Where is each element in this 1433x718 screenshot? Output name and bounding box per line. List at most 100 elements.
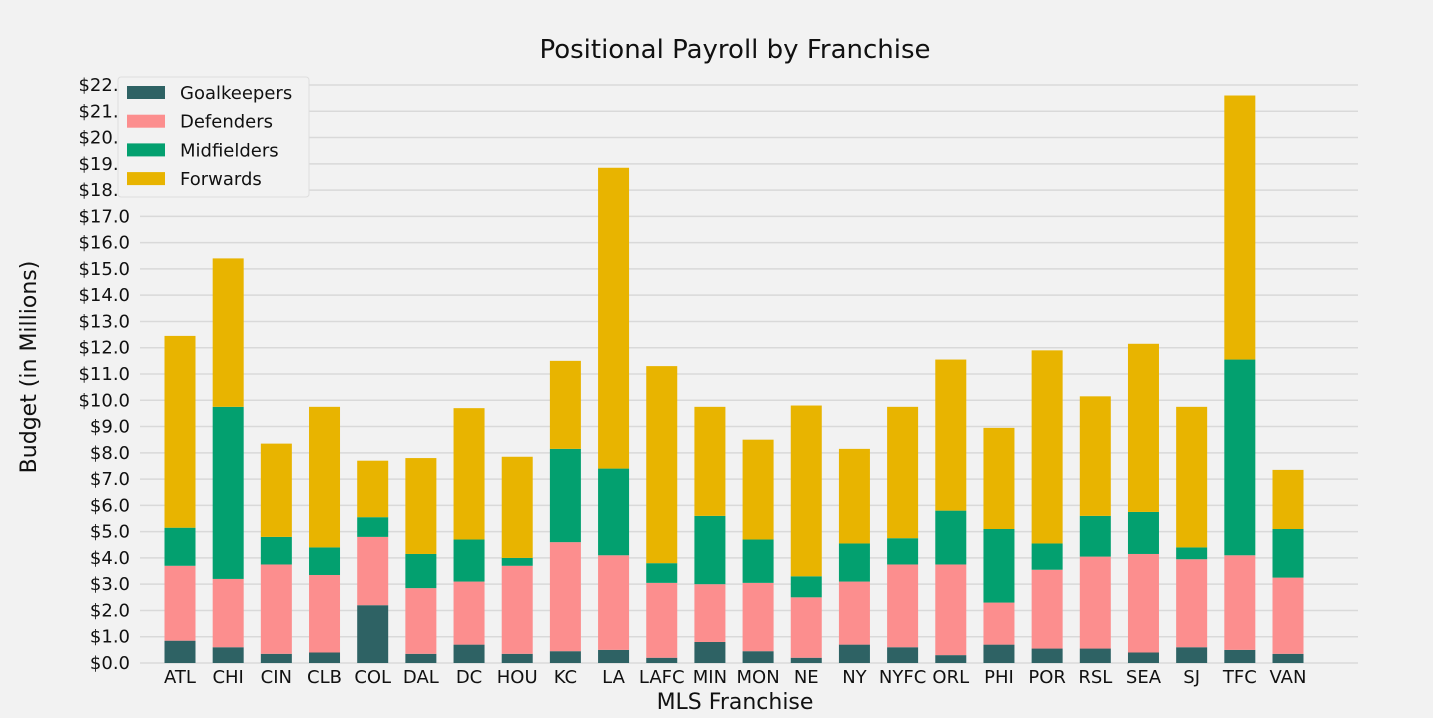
bar-midfielders-orl bbox=[935, 510, 967, 565]
y-axis-label: Budget (in Millions) bbox=[17, 261, 42, 474]
bar-forwards-lafc bbox=[646, 366, 678, 564]
bar-defenders-clb bbox=[309, 574, 341, 653]
bar-goalkeepers-atl bbox=[164, 640, 196, 663]
bar-forwards-dal bbox=[405, 458, 437, 554]
bar-goalkeepers-min bbox=[694, 641, 726, 663]
bar-midfielders-clb bbox=[309, 547, 341, 575]
bar-midfielders-ne bbox=[790, 576, 822, 598]
bar-defenders-nyfc bbox=[887, 564, 919, 648]
x-tick-label: TFC bbox=[1222, 667, 1257, 688]
bar-midfielders-atl bbox=[164, 527, 196, 566]
y-tick-label: $10.0 bbox=[78, 390, 130, 411]
x-tick-label: MIN bbox=[693, 667, 727, 688]
y-tick-label: $3.0 bbox=[90, 574, 130, 595]
bar-midfielders-rsl bbox=[1079, 515, 1111, 557]
bar-forwards-col bbox=[357, 460, 389, 518]
bar-defenders-sea bbox=[1127, 553, 1159, 653]
y-tick-label: $15.0 bbox=[78, 259, 130, 280]
bar-midfielders-chi bbox=[212, 406, 244, 579]
y-tick-label: $13.0 bbox=[78, 311, 130, 332]
bar-midfielders-kc bbox=[549, 448, 581, 543]
y-tick-label: $4.0 bbox=[90, 548, 130, 569]
bar-forwards-dc bbox=[453, 408, 485, 540]
bar-midfielders-mon bbox=[742, 539, 774, 583]
bar-forwards-por bbox=[1031, 350, 1063, 544]
bar-midfielders-phi bbox=[983, 529, 1015, 603]
bar-forwards-ne bbox=[790, 405, 822, 577]
x-tick-label: SEA bbox=[1126, 667, 1162, 688]
bar-forwards-hou bbox=[501, 456, 533, 558]
x-tick-label: POR bbox=[1028, 667, 1066, 688]
y-tick-label: $2.0 bbox=[90, 600, 130, 621]
x-tick-label: CLB bbox=[307, 667, 342, 688]
bar-midfielders-sea bbox=[1127, 511, 1159, 554]
bar-defenders-por bbox=[1031, 569, 1063, 649]
x-tick-label: DAL bbox=[403, 667, 439, 688]
bar-midfielders-dal bbox=[405, 553, 437, 589]
bar-forwards-mon bbox=[742, 439, 774, 540]
x-tick-label: HOU bbox=[497, 667, 538, 688]
x-tick-label: NE bbox=[794, 667, 819, 688]
bar-defenders-atl bbox=[164, 565, 196, 641]
bar-defenders-dc bbox=[453, 581, 485, 645]
bar-defenders-hou bbox=[501, 565, 533, 654]
bar-forwards-sea bbox=[1127, 343, 1159, 512]
bar-goalkeepers-lafc bbox=[646, 657, 678, 663]
legend-swatch-midfielders bbox=[127, 143, 165, 157]
bar-goalkeepers-sea bbox=[1127, 652, 1159, 663]
bar-forwards-rsl bbox=[1079, 396, 1111, 516]
bar-defenders-la bbox=[598, 555, 630, 650]
bar-defenders-kc bbox=[549, 542, 581, 652]
bar-defenders-sj bbox=[1176, 559, 1208, 648]
x-tick-label: DC bbox=[456, 667, 482, 688]
bar-goalkeepers-van bbox=[1272, 653, 1304, 663]
bar-goalkeepers-nyfc bbox=[887, 647, 919, 663]
bar-forwards-chi bbox=[212, 258, 244, 407]
bar-midfielders-ny bbox=[838, 543, 870, 582]
bar-goalkeepers-col bbox=[357, 605, 389, 663]
bar-defenders-dal bbox=[405, 588, 437, 654]
x-tick-label: MON bbox=[737, 667, 780, 688]
bar-forwards-nyfc bbox=[887, 406, 919, 539]
bar-goalkeepers-phi bbox=[983, 644, 1015, 663]
bar-defenders-ne bbox=[790, 597, 822, 658]
y-tick-label: $9.0 bbox=[90, 417, 130, 438]
bar-goalkeepers-ne bbox=[790, 657, 822, 663]
bar-midfielders-nyfc bbox=[887, 538, 919, 565]
bar-defenders-phi bbox=[983, 602, 1015, 645]
legend-swatch-goalkeepers bbox=[127, 86, 165, 99]
bar-goalkeepers-kc bbox=[549, 651, 581, 663]
bar-goalkeepers-dc bbox=[453, 644, 485, 663]
y-tick-labels: $0.0 $1.0 $2.0 $3.0 $4.0 $5.0 $6.0 $7.0 $8.0 $9.0… bbox=[78, 75, 130, 674]
y-tick-label: $12.0 bbox=[78, 338, 130, 359]
bars bbox=[164, 95, 1304, 663]
y-tick-label: $19.0 bbox=[78, 154, 130, 175]
x-tick-labels: ATL CHI CIN CLB COL DAL DC HOU KC LA LAFC MIN MON NE N… bbox=[164, 667, 1306, 688]
y-tick-label: $22.0 bbox=[78, 75, 130, 96]
bar-goalkeepers-tfc bbox=[1224, 649, 1256, 663]
bar-goalkeepers-por bbox=[1031, 648, 1063, 663]
bar-midfielders-tfc bbox=[1224, 359, 1256, 556]
legend-label-goalkeepers: Goalkeepers bbox=[180, 83, 292, 104]
bar-goalkeepers-hou bbox=[501, 653, 533, 663]
x-tick-label: PHI bbox=[984, 667, 1014, 688]
bar-defenders-van bbox=[1272, 577, 1304, 654]
x-tick-label: NYFC bbox=[879, 667, 926, 688]
bar-defenders-rsl bbox=[1079, 556, 1111, 649]
chart-title: Positional Payroll by Franchise bbox=[539, 35, 930, 65]
x-tick-label: SJ bbox=[1183, 667, 1200, 688]
bar-midfielders-la bbox=[598, 468, 630, 556]
y-tick-label: $17.0 bbox=[78, 206, 130, 227]
bar-goalkeepers-mon bbox=[742, 651, 774, 663]
bar-goalkeepers-chi bbox=[212, 647, 244, 663]
bar-forwards-la bbox=[598, 167, 630, 469]
bar-defenders-mon bbox=[742, 582, 774, 652]
bar-defenders-chi bbox=[212, 578, 244, 648]
bar-midfielders-lafc bbox=[646, 563, 678, 583]
bar-goalkeepers-sj bbox=[1176, 647, 1208, 663]
legend-label-midfielders: Midfielders bbox=[180, 140, 279, 161]
bar-forwards-ny bbox=[838, 448, 870, 544]
bar-goalkeepers-clb bbox=[309, 652, 341, 663]
